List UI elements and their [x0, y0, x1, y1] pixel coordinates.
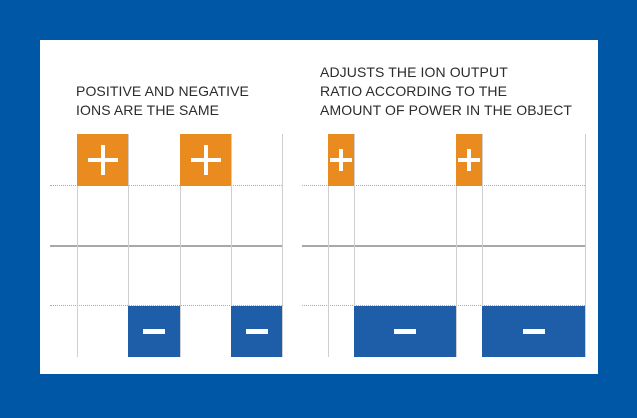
positive-ion-bar	[180, 134, 231, 186]
dotted-threshold-line-bottom	[302, 305, 585, 306]
plus-icon	[330, 149, 352, 171]
grid-vertical-line	[282, 134, 283, 357]
center-axis-line	[50, 245, 282, 247]
chart-title-equal-ions: POSITIVE AND NEGATIVE IONS ARE THE SAME	[76, 82, 249, 120]
grid-vertical-line	[456, 134, 457, 357]
grid-vertical-line	[354, 134, 355, 357]
grid-vertical-line	[482, 134, 483, 357]
grid-vertical-line	[328, 134, 329, 357]
positive-ion-bar	[328, 134, 354, 186]
chart-title-line: AMOUNT OF POWER IN THE OBJECT	[320, 102, 573, 118]
minus-icon	[522, 329, 545, 334]
positive-ion-bar	[77, 134, 128, 186]
center-axis-line	[302, 245, 585, 247]
grid-vertical-line	[77, 134, 78, 357]
positive-ion-bar	[456, 134, 482, 186]
chart-title-line: IONS ARE THE SAME	[76, 102, 220, 118]
negative-ion-bar	[482, 306, 585, 357]
plus-icon	[458, 149, 480, 171]
grid-vertical-line	[585, 134, 586, 357]
minus-icon	[245, 329, 268, 334]
minus-icon	[143, 329, 165, 334]
grid-vertical-line	[231, 134, 232, 357]
dotted-threshold-line-top	[302, 185, 585, 186]
dotted-threshold-line-bottom	[50, 305, 282, 306]
ion-diagram-panel: POSITIVE AND NEGATIVE IONS ARE THE SAME …	[40, 40, 598, 374]
negative-ion-bar	[231, 306, 282, 357]
chart-title-line: RATIO ACCORDING TO THE	[320, 83, 508, 99]
grid-vertical-line	[128, 134, 129, 357]
chart-title-line: POSITIVE AND NEGATIVE	[76, 83, 249, 99]
chart-title-line: ADJUSTS THE ION OUTPUT	[320, 64, 508, 80]
plus-icon	[190, 145, 221, 175]
negative-ion-bar	[128, 306, 180, 357]
grid-vertical-line	[180, 134, 181, 357]
negative-ion-bar	[354, 306, 456, 357]
minus-icon	[394, 329, 416, 334]
dotted-threshold-line-top	[50, 185, 282, 186]
chart-title-adjusted-ions: ADJUSTS THE ION OUTPUT RATIO ACCORDING T…	[320, 63, 572, 120]
plus-icon	[87, 145, 118, 175]
